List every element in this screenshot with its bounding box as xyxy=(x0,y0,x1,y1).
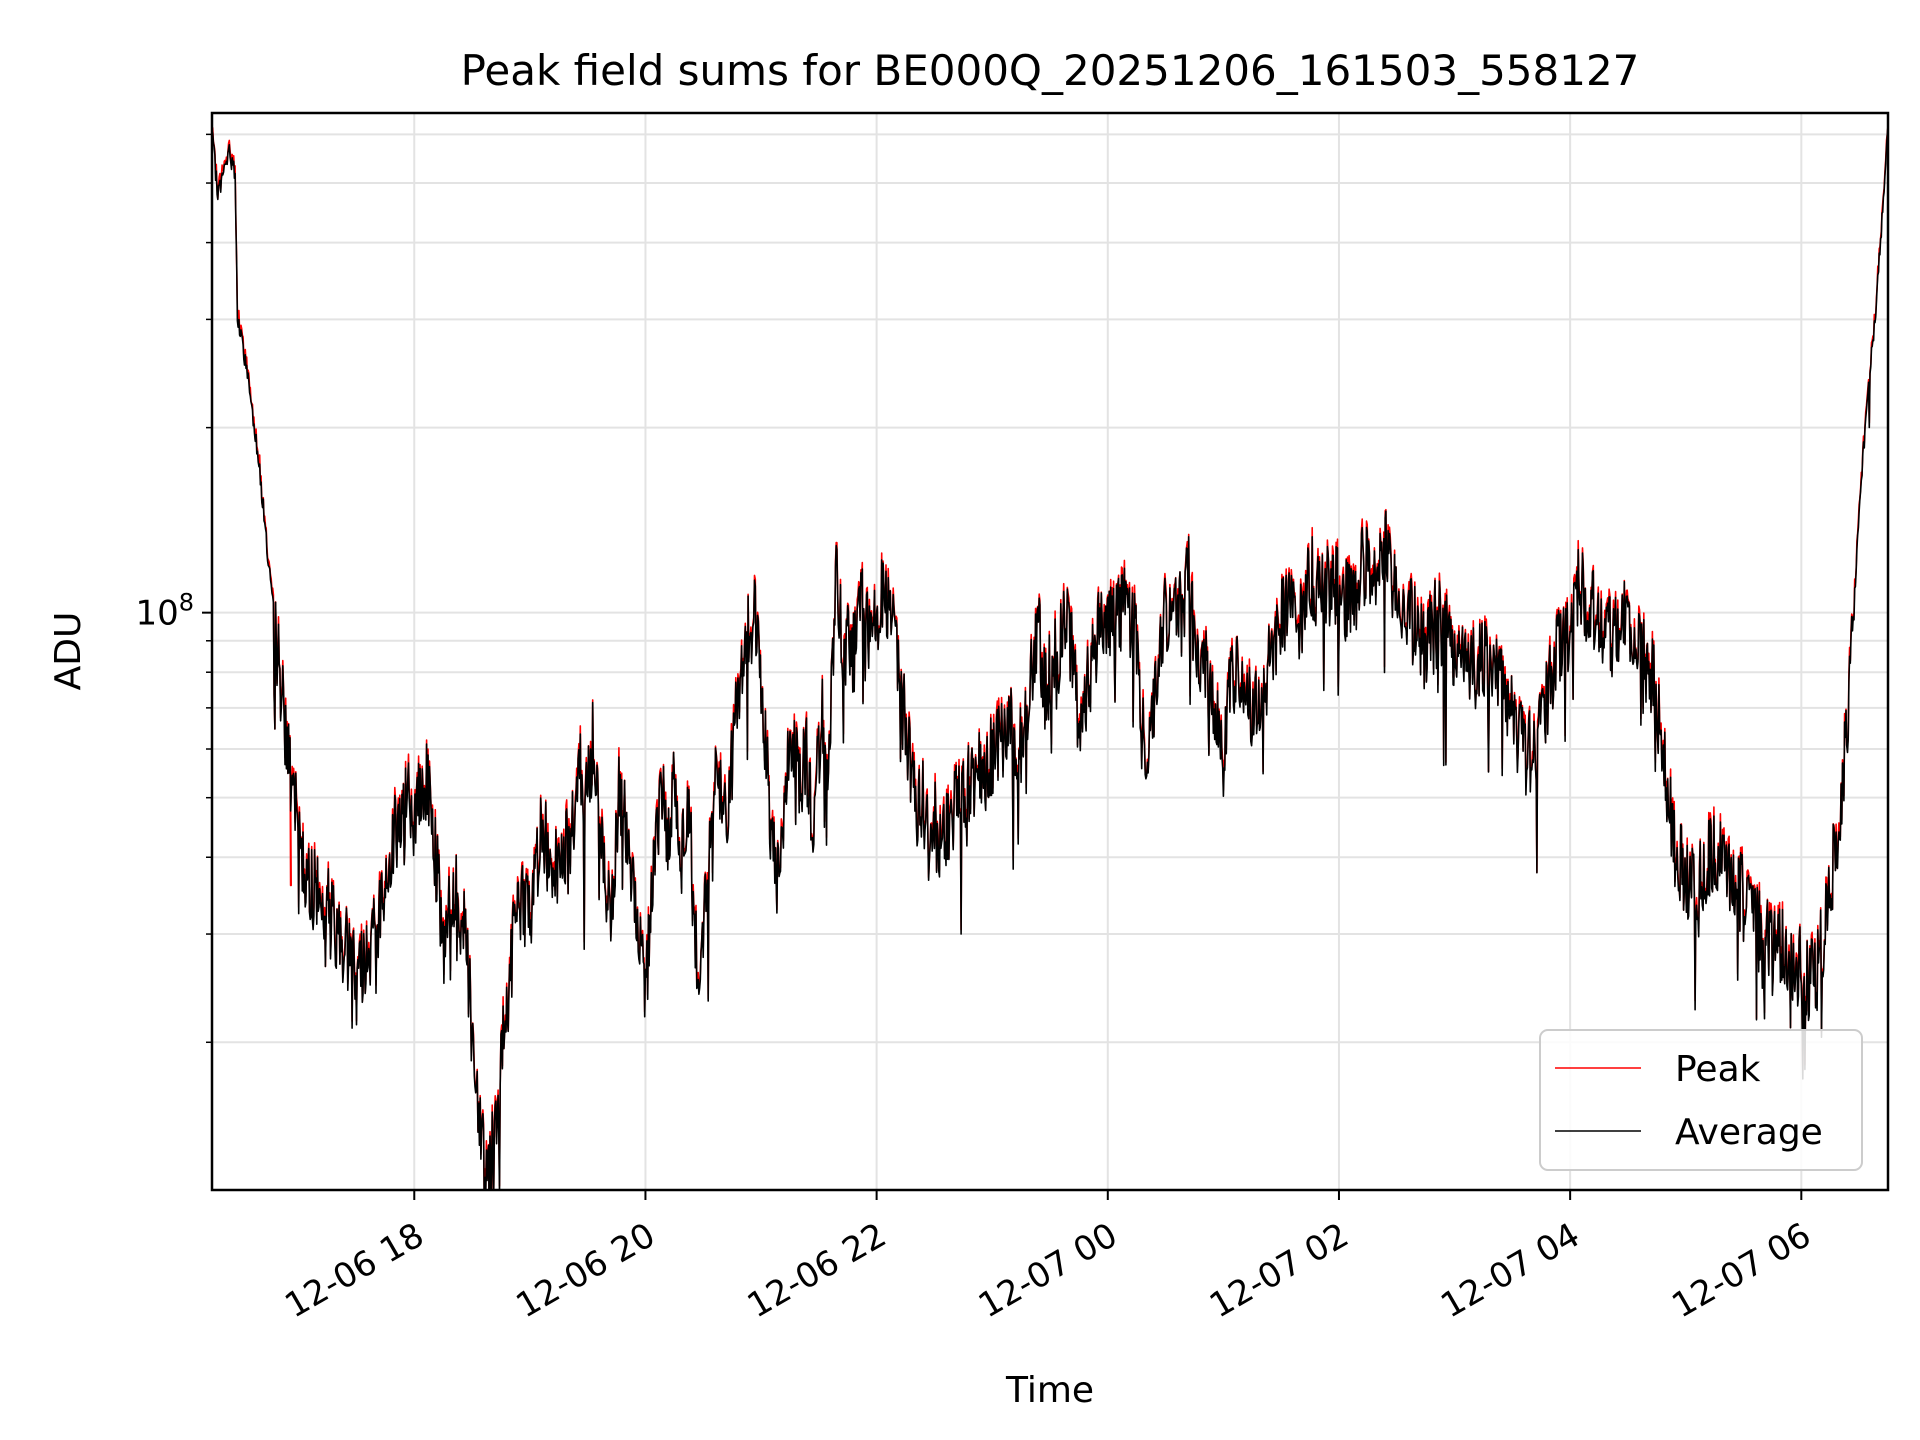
y-axis-label: ADU xyxy=(48,612,89,691)
series-average-line xyxy=(212,125,1888,1190)
legend-peak-label: Peak xyxy=(1675,1049,1761,1090)
plot-series xyxy=(212,125,1888,1190)
chart-title: Peak field sums for BE000Q_20251206_1615… xyxy=(461,46,1640,95)
legend: Peak Average xyxy=(1539,1029,1863,1171)
plot-frame xyxy=(210,111,1890,1192)
y-axis: 108 xyxy=(135,133,212,1044)
legend-box xyxy=(1539,1029,1863,1171)
x-axis-label: Time xyxy=(1005,1370,1094,1411)
legend-average-label: Average xyxy=(1675,1112,1823,1153)
y-tick-label: 108 xyxy=(135,589,194,634)
